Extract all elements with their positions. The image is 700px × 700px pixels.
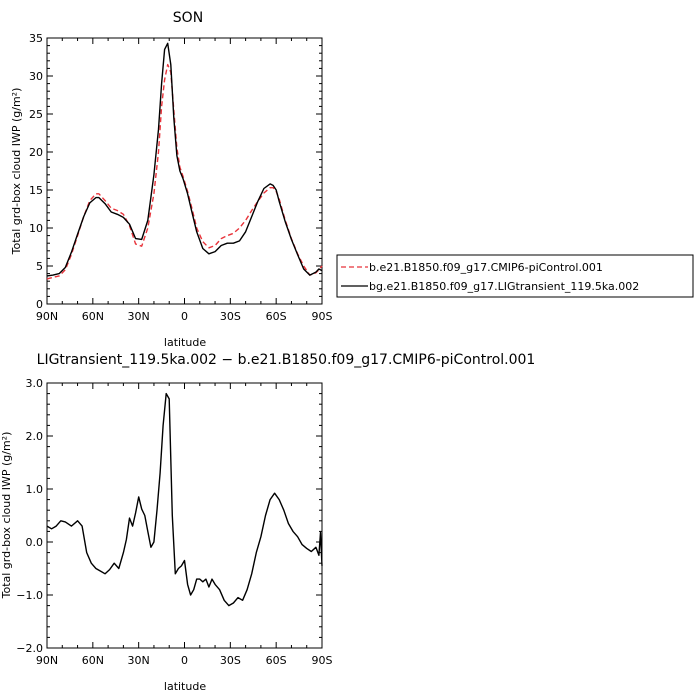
y-tick-label: 2.0 xyxy=(26,430,44,443)
x-tick-label: 30S xyxy=(220,654,241,667)
series-lines xyxy=(46,392,323,607)
x-tick-label: 60S xyxy=(266,310,287,323)
y-axis-label: Total grd-box cloud IWP (g/m²) xyxy=(10,88,23,256)
y-tick-label: 0.0 xyxy=(26,536,44,549)
panel-top-chart: SON 0 5 10 15 20 25 30 35 90N 60N 30N 0 30S 60S 90S l… xyxy=(10,10,333,349)
y-tick-label: 35 xyxy=(29,32,43,45)
x-tick-label: 0 xyxy=(181,654,188,667)
legend: b.e21.B1850.f09_g17.CMIP6-piControl.001 … xyxy=(336,254,694,298)
y-tick-label: 5 xyxy=(36,260,43,273)
tick-marks xyxy=(46,37,323,305)
y-tick-label: 20 xyxy=(29,146,43,159)
x-tick-label: 0 xyxy=(181,310,188,323)
tick-marks xyxy=(46,382,323,649)
y-tick-labels: 0 5 10 15 20 25 30 35 xyxy=(29,32,43,311)
y-tick-label: 10 xyxy=(29,222,43,235)
y-tick-label: 30 xyxy=(29,70,43,83)
legend-label-transient: bg.e21.B1850.f09_g17.LIGtransient_119.5k… xyxy=(369,280,639,293)
plot-area-frame xyxy=(46,37,323,305)
x-tick-labels: 90N 60N 30N 0 30S 60S 90S xyxy=(36,654,333,667)
series-line-0 xyxy=(46,63,323,280)
x-tick-label: 90S xyxy=(312,654,333,667)
legend-box xyxy=(336,254,694,298)
x-tick-label: 60N xyxy=(82,654,104,667)
x-tick-labels: 90N 60N 30N 0 30S 60S 90S xyxy=(36,310,333,323)
y-tick-label: −1.0 xyxy=(16,589,43,602)
x-tick-label: 60S xyxy=(266,654,287,667)
x-tick-label: 90N xyxy=(36,654,58,667)
x-tick-label: 60N xyxy=(82,310,104,323)
x-axis-label: latitude xyxy=(164,336,206,349)
plot-area-frame xyxy=(46,382,323,649)
x-tick-label: 30S xyxy=(220,310,241,323)
y-tick-label: 0 xyxy=(36,298,43,311)
series-line-0 xyxy=(46,392,323,607)
x-tick-label: 30N xyxy=(128,654,150,667)
panel-difference-chart: LIGtransient_119.5ka.002 − b.e21.B1850.f… xyxy=(0,352,535,693)
chart-title: SON xyxy=(173,10,203,26)
difference-title: LIGtransient_119.5ka.002 − b.e21.B1850.f… xyxy=(37,352,536,368)
legend-label-control: b.e21.B1850.f09_g17.CMIP6-piControl.001 xyxy=(369,261,603,274)
x-axis-label: latitude xyxy=(164,680,206,693)
x-tick-label: 30N xyxy=(128,310,150,323)
series-lines xyxy=(46,42,323,280)
x-tick-label: 90S xyxy=(312,310,333,323)
y-tick-label: 25 xyxy=(29,108,43,121)
y-tick-label: −2.0 xyxy=(16,642,43,655)
y-axis-label: Total grd-box cloud IWP (g/m²) xyxy=(0,432,13,600)
x-tick-label: 90N xyxy=(36,310,58,323)
y-tick-labels: −2.0 −1.0 0.0 1.0 2.0 3.0 xyxy=(16,377,43,655)
y-tick-label: 1.0 xyxy=(26,483,44,496)
y-tick-label: 3.0 xyxy=(26,377,44,390)
y-tick-label: 15 xyxy=(29,184,43,197)
series-line-1 xyxy=(46,42,323,277)
